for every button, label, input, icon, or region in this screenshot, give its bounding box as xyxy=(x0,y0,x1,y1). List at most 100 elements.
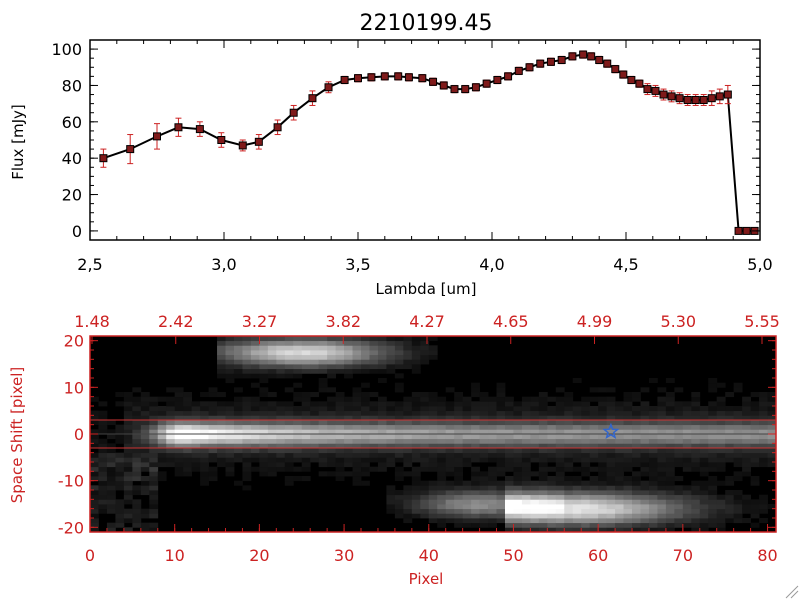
heatmap-cell xyxy=(530,434,540,440)
heatmap-cell xyxy=(284,350,294,356)
heatmap-cell xyxy=(521,527,531,533)
heatmap-cell xyxy=(564,420,574,426)
heatmap-cell xyxy=(115,476,125,482)
heatmap-cell xyxy=(691,466,701,472)
heatmap-cell xyxy=(386,345,396,351)
heatmap-cell xyxy=(699,457,709,463)
heatmap-cell xyxy=(665,424,675,430)
heatmap-cell xyxy=(513,508,523,514)
heatmap-cell xyxy=(428,518,438,524)
heatmap-cell xyxy=(233,373,243,379)
heatmap-cell xyxy=(276,466,286,472)
heatmap-cell xyxy=(589,438,599,444)
heatmap-cell xyxy=(301,424,311,430)
heatmap-cell xyxy=(149,410,159,416)
heatmap-cell xyxy=(767,443,777,449)
heatmap-cell xyxy=(615,434,624,440)
heatmap-cell xyxy=(513,434,523,440)
heatmap-cell xyxy=(581,508,591,514)
heatmap-cell xyxy=(547,480,557,486)
heatmap-cell xyxy=(513,480,523,486)
heatmap-cell xyxy=(589,434,599,440)
heatmap-cell xyxy=(361,438,370,444)
heatmap-cell xyxy=(106,462,116,468)
heatmap-cell xyxy=(106,480,116,486)
heatmap-cell xyxy=(149,396,159,402)
heatmap-cell xyxy=(733,518,743,524)
heatmap-cell xyxy=(598,443,608,449)
heatmap-cell xyxy=(123,480,133,486)
heatmap-cell xyxy=(767,392,777,398)
heatmap-cell xyxy=(716,434,726,440)
heatmap-cell xyxy=(488,476,497,482)
heatmap-cell xyxy=(615,499,624,505)
heatmap-cell xyxy=(225,345,235,351)
heatmap-cell xyxy=(293,438,303,444)
heatmap-cell xyxy=(106,494,116,500)
heatmap-cell xyxy=(640,415,650,421)
heatmap-cell xyxy=(310,354,320,360)
flux-point xyxy=(715,92,724,101)
heatmap-cell xyxy=(555,424,565,430)
heatmap-cell xyxy=(496,434,506,440)
heatmap-cell xyxy=(733,452,743,458)
heatmap-cell xyxy=(648,378,658,384)
heatmap-cell xyxy=(174,462,184,468)
heatmap-cell xyxy=(377,359,387,365)
heatmap-cell xyxy=(301,340,311,346)
heatmap-cell xyxy=(454,462,464,468)
heatmap-cell xyxy=(488,480,497,486)
heatmap-cell xyxy=(623,480,633,486)
heatmap-cell xyxy=(598,452,608,458)
heatmap-cell xyxy=(615,429,624,435)
heatmap-cell xyxy=(437,415,447,421)
heatmap-cell xyxy=(742,438,751,444)
heatmap-cell xyxy=(267,410,277,416)
heatmap-cell xyxy=(386,359,396,365)
heatmap-cell xyxy=(615,471,624,477)
heatmap-cell xyxy=(310,406,320,412)
heatmap-cell xyxy=(183,420,193,426)
heatmap-cell xyxy=(479,508,489,514)
heatmap-cell xyxy=(648,415,658,421)
heatmap-cell xyxy=(699,490,709,496)
heatmap-cell xyxy=(420,457,430,463)
resize-grip-icon[interactable] xyxy=(785,585,799,599)
heatmap-cell xyxy=(598,476,608,482)
heatmap-cell xyxy=(462,508,472,514)
heatmap-cell xyxy=(581,462,591,468)
heatmap-cell xyxy=(733,434,743,440)
heatmap-cell xyxy=(742,462,751,468)
heatmap-cell xyxy=(149,513,159,519)
heatmap-cell xyxy=(276,364,286,370)
heatmap-cell xyxy=(504,513,514,519)
heatmap-cell xyxy=(691,443,701,449)
heatmap-cell xyxy=(140,522,150,528)
heatmap-cell xyxy=(225,340,235,346)
heatmap-cell xyxy=(267,340,277,346)
flux-point xyxy=(324,83,333,92)
heatmap-cell xyxy=(742,420,751,426)
heatmap-cell xyxy=(225,364,235,370)
heatmap-cell xyxy=(411,490,421,496)
heatmap-cell xyxy=(445,448,455,454)
heatmap-cell xyxy=(530,527,540,533)
heatmap-cell xyxy=(445,424,455,430)
heatmap-cell xyxy=(301,462,311,468)
heatmap-cell xyxy=(445,420,455,426)
heatmap-cell xyxy=(454,448,464,454)
heatmap-cell xyxy=(530,406,540,412)
heatmap-cell xyxy=(140,443,150,449)
heatmap-cell xyxy=(335,359,345,365)
heatmap-cell xyxy=(361,480,370,486)
heatmap-cell xyxy=(733,494,743,500)
flux-point xyxy=(659,90,668,99)
heatmap-cell xyxy=(140,429,150,435)
heatmap-cell xyxy=(208,415,218,421)
heatmap-cell xyxy=(759,448,768,454)
heatmap-cell xyxy=(606,471,616,477)
heatmap-cell xyxy=(327,340,337,346)
heatmap-cell xyxy=(140,490,150,496)
heatmap-cell xyxy=(327,364,337,370)
heatmap-cell xyxy=(471,438,480,444)
